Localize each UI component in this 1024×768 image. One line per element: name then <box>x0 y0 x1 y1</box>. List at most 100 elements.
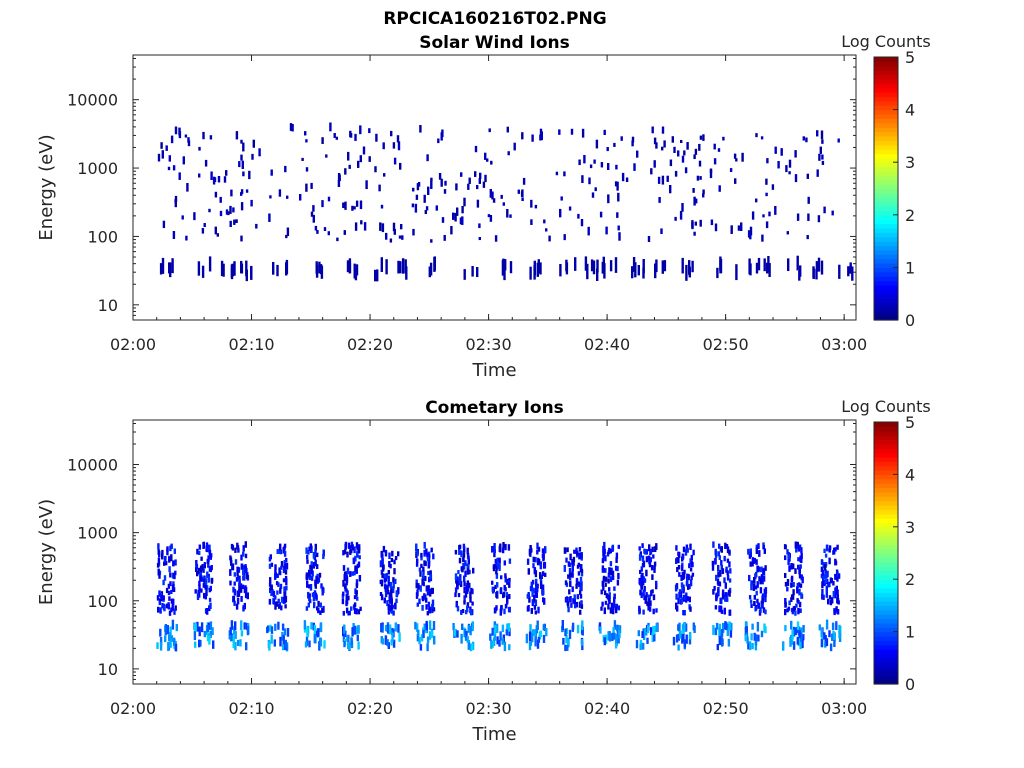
y-tick-label: 100 <box>87 592 118 611</box>
heatmap-cell <box>674 584 678 592</box>
heatmap-cell <box>756 565 759 572</box>
heatmap-cell <box>580 568 584 574</box>
heatmap-cell <box>581 175 584 183</box>
heatmap-cell <box>604 600 608 605</box>
heatmap-cell <box>683 594 686 601</box>
heatmap-cell <box>676 567 679 573</box>
heatmap-cell <box>392 639 396 648</box>
colorbar-swatch <box>874 96 898 102</box>
heatmap-cell <box>478 223 481 229</box>
heatmap-cell <box>321 589 324 596</box>
colorbar-swatch <box>874 622 898 628</box>
heatmap-cell <box>250 199 253 207</box>
heatmap-cell <box>825 619 829 630</box>
heatmap-cell <box>528 631 532 641</box>
heatmap-cell <box>314 543 317 551</box>
heatmap-cell <box>463 581 466 587</box>
heatmap-cell <box>531 579 535 585</box>
heatmap-cell <box>580 604 584 609</box>
heatmap-cell <box>345 593 348 601</box>
heatmap-cell <box>669 185 672 194</box>
heatmap-cell <box>269 624 272 632</box>
colorbar-swatch <box>874 553 898 558</box>
heatmap-cell <box>476 267 479 278</box>
heatmap-cell <box>642 609 645 615</box>
heatmap-cell <box>832 590 835 598</box>
heatmap-cell <box>834 560 838 566</box>
heatmap-cell <box>818 153 821 161</box>
heatmap-cell <box>792 626 796 637</box>
heatmap-cell <box>578 552 581 560</box>
heatmap-cell <box>383 573 387 579</box>
heatmap-cell <box>167 590 171 596</box>
heatmap-cell <box>608 587 611 592</box>
heatmap-cell <box>675 634 679 643</box>
heatmap-cell <box>675 593 678 600</box>
heatmap-cell <box>508 577 511 583</box>
heatmap-cell <box>284 604 287 609</box>
heatmap-cell <box>835 621 838 631</box>
heatmap-cell <box>345 600 348 607</box>
heatmap-cell <box>240 630 244 637</box>
heatmap-cell <box>575 577 579 583</box>
heatmap-cell <box>677 624 680 631</box>
heatmap-cell <box>611 632 614 642</box>
heatmap-cell <box>270 590 273 597</box>
heatmap-cell <box>463 575 466 582</box>
heatmap-cell <box>493 632 497 641</box>
heatmap-cell <box>385 232 388 240</box>
colorbar-swatch <box>874 670 898 676</box>
heatmap-cell <box>159 637 163 646</box>
heatmap-cell <box>607 550 610 555</box>
colorbar-swatch <box>874 557 898 563</box>
heatmap-cell <box>681 203 684 212</box>
heatmap-cell <box>643 595 646 601</box>
heatmap-cell <box>342 550 345 556</box>
heatmap-cell <box>826 582 830 588</box>
colorbar-tick-label: 4 <box>905 465 915 484</box>
heatmap-cell <box>643 586 646 592</box>
heatmap-cell <box>457 593 461 598</box>
heatmap-cell <box>602 575 606 581</box>
heatmap-cell <box>236 566 239 572</box>
heatmap-cell <box>214 191 218 198</box>
heatmap-cell <box>750 633 753 641</box>
heatmap-cell <box>209 621 213 631</box>
heatmap-cell <box>277 621 280 630</box>
colorbar-swatch <box>874 170 898 176</box>
heatmap-cell <box>198 173 201 178</box>
heatmap-cell <box>234 547 237 553</box>
heatmap-cell <box>784 581 788 587</box>
y-tick-label: 1000 <box>77 159 118 178</box>
heatmap-cell <box>539 262 542 275</box>
heatmap-cell <box>757 634 760 642</box>
heatmap-cell <box>679 630 682 639</box>
colorbar-swatch <box>874 491 898 497</box>
heatmap-cell <box>712 625 715 635</box>
heatmap-cell <box>578 581 581 588</box>
colorbar-tick-label: 2 <box>905 206 915 225</box>
heatmap-cell <box>575 583 578 589</box>
heatmap-cell <box>570 128 574 135</box>
heatmap-cell <box>748 641 752 651</box>
heatmap-cell <box>392 586 395 594</box>
heatmap-cell <box>242 569 245 576</box>
heatmap-cell <box>796 621 800 630</box>
heatmap-cell <box>636 150 639 158</box>
heatmap-cell <box>783 544 787 550</box>
colorbar-swatch <box>874 241 898 247</box>
heatmap-cell <box>207 561 210 568</box>
colorbar-swatch <box>874 627 898 633</box>
heatmap-cell <box>615 552 619 559</box>
heatmap-cell <box>173 548 176 554</box>
heatmap-cell <box>356 551 359 558</box>
heatmap-cell <box>203 578 206 586</box>
heatmap-cell <box>640 574 643 580</box>
heatmap-cell <box>653 160 656 168</box>
colorbar-swatch <box>874 315 898 321</box>
heatmap-cell <box>796 213 800 221</box>
heatmap-cell <box>806 235 809 240</box>
heatmap-cell <box>517 189 520 194</box>
heatmap-cell <box>428 620 432 630</box>
heatmap-cell <box>836 597 839 604</box>
